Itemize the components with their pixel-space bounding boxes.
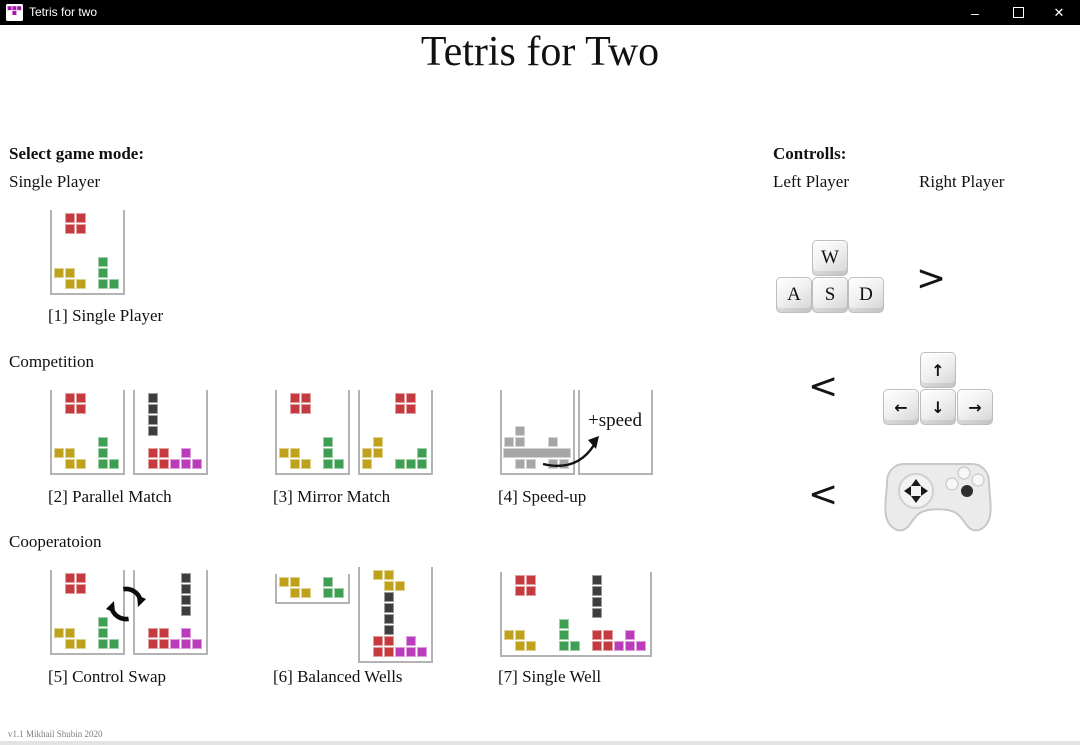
tetris-well bbox=[275, 574, 350, 604]
version-text: v1.1 Mikhail Shubin 2020 bbox=[8, 729, 103, 739]
left-player-label: Left Player bbox=[773, 172, 849, 191]
mode-caption: [3] Mirror Match bbox=[273, 487, 391, 506]
titlebar: Tetris for two – ✕ bbox=[0, 0, 1080, 25]
mode-caption: [4] Speed-up bbox=[498, 487, 587, 506]
mode-single-well[interactable]: [7] Single Well bbox=[490, 565, 690, 695]
right-arrow-icon: → bbox=[968, 397, 982, 417]
mode-balanced-wells[interactable]: [6] Balanced Wells bbox=[265, 565, 465, 695]
wasd-keys: W A S D bbox=[776, 240, 886, 314]
gamepad-icon bbox=[884, 463, 992, 532]
arrow-keys: ↑ ← ↓ → bbox=[883, 352, 995, 426]
tetris-well bbox=[275, 390, 350, 475]
mode-single-player[interactable]: [1] Single Player bbox=[40, 205, 240, 330]
up-arrow-icon: ↑ bbox=[931, 360, 945, 380]
less-than-symbol-arrows: < bbox=[808, 366, 839, 407]
group-label-cooperation: Cooperatoion bbox=[9, 532, 102, 551]
tetris-well bbox=[358, 390, 433, 475]
mode-mirror-match[interactable]: [3] Mirror Match bbox=[265, 385, 465, 510]
key-w-label: W bbox=[821, 247, 839, 268]
mode-caption: [1] Single Player bbox=[48, 306, 164, 325]
mode-parallel-match[interactable]: [2] Parallel Match bbox=[40, 385, 240, 510]
tetris-well bbox=[500, 390, 575, 475]
less-than-symbol-gamepad: < bbox=[808, 474, 839, 515]
key-d: D bbox=[848, 277, 884, 313]
right-player-label: Right Player bbox=[919, 172, 1005, 191]
speed-arrow-icon bbox=[542, 436, 599, 468]
tetris-well bbox=[578, 390, 653, 475]
key-right: → bbox=[957, 389, 993, 425]
maximize-icon bbox=[1012, 7, 1024, 18]
mode-caption: [6] Balanced Wells bbox=[273, 667, 403, 686]
key-left: ← bbox=[883, 389, 919, 425]
mode-control-swap[interactable]: [5] Control Swap bbox=[40, 565, 240, 695]
mode-caption: [5] Control Swap bbox=[48, 667, 167, 686]
speed-annotation: +speed bbox=[588, 410, 642, 431]
tetris-well bbox=[50, 210, 125, 295]
down-arrow-icon: ↓ bbox=[931, 397, 945, 417]
key-a: A bbox=[776, 277, 812, 313]
tetris-well bbox=[50, 390, 125, 475]
controls-heading: Controlls: bbox=[773, 144, 847, 163]
close-button[interactable]: ✕ bbox=[1038, 0, 1080, 25]
key-d-label: D bbox=[859, 284, 873, 305]
bottom-edge-strip bbox=[0, 741, 1080, 745]
tetris-well bbox=[133, 390, 208, 475]
close-icon: ✕ bbox=[1053, 4, 1065, 20]
group-label-competition: Competition bbox=[9, 352, 94, 371]
key-up: ↑ bbox=[920, 352, 956, 388]
mode-speed-up[interactable]: +speed [4] Speed-up bbox=[490, 385, 690, 510]
app-icon bbox=[6, 4, 23, 21]
key-w: W bbox=[812, 240, 848, 276]
tetris-well bbox=[133, 570, 208, 655]
group-label-single-player: Single Player bbox=[9, 172, 101, 191]
select-game-mode-heading: Select game mode: bbox=[9, 144, 145, 163]
key-s: S bbox=[812, 277, 848, 313]
swap-arrows-icon bbox=[106, 586, 146, 622]
maximize-button[interactable] bbox=[997, 0, 1039, 25]
key-s-label: S bbox=[824, 284, 836, 305]
left-arrow-icon: ← bbox=[894, 397, 908, 417]
greater-than-symbol: > bbox=[916, 258, 947, 299]
key-a-label: A bbox=[787, 284, 801, 305]
minimize-button[interactable]: – bbox=[954, 0, 996, 25]
minimize-icon: – bbox=[971, 4, 979, 21]
mode-caption: [2] Parallel Match bbox=[48, 487, 172, 506]
tetris-well bbox=[500, 572, 652, 657]
tetris-well bbox=[358, 567, 433, 663]
page-title: Tetris for Two bbox=[420, 29, 660, 75]
key-down: ↓ bbox=[920, 389, 956, 425]
window-title: Tetris for two bbox=[29, 5, 98, 19]
mode-caption: [7] Single Well bbox=[498, 667, 602, 686]
